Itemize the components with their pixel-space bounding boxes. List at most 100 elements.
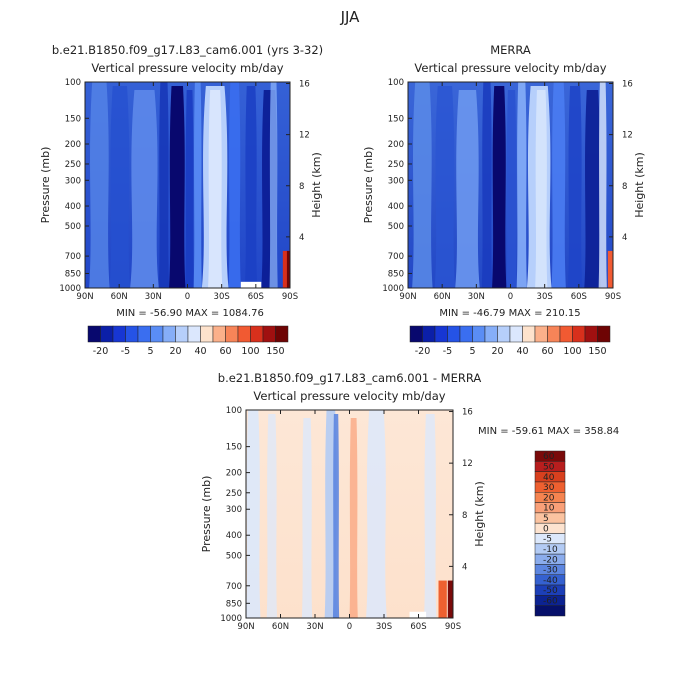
contour-field <box>408 82 613 288</box>
contour-band <box>434 86 456 288</box>
y-tick-label: 150 <box>388 114 404 124</box>
contour-field <box>85 82 290 288</box>
colorbar-swatch <box>237 325 251 343</box>
contour-band <box>193 82 202 288</box>
panel-title: b.e21.B1850.f09_g17.L83_cam6.001 - MERRA <box>218 371 482 385</box>
colorbar-swatch <box>584 325 598 343</box>
colorbar-label: 100 <box>241 346 259 357</box>
colorbar-swatch <box>275 325 289 343</box>
colorbar-swatch <box>547 325 561 343</box>
colorbar-swatch <box>200 325 214 343</box>
x-tick-label: 0 <box>347 622 352 632</box>
colorbar-label: 40 <box>194 346 206 357</box>
y-tick-label: 250 <box>226 489 242 499</box>
missing-data-patch <box>409 611 427 618</box>
colorbar-label: 50 <box>543 462 555 472</box>
panel-title: MERRA <box>490 43 531 57</box>
contour-band <box>455 90 480 288</box>
y2-axis-label: Height (km) <box>473 481 486 547</box>
y-tick-label: 400 <box>65 202 81 212</box>
y-tick-label: 200 <box>388 140 404 150</box>
colorbar-swatch <box>484 325 498 343</box>
y-tick-label: 300 <box>388 176 404 186</box>
colorbar-label: 5 <box>543 514 549 524</box>
y2-tick-label: 8 <box>299 182 304 192</box>
colorbar: -20 -5 5 20 40 60 100 150 <box>409 325 611 357</box>
y-axis-label: Pressure (mb) <box>362 147 375 224</box>
contour-band <box>269 82 278 288</box>
colorbar-swatch <box>187 325 201 343</box>
y2-tick-label: 16 <box>299 80 310 90</box>
colorbar-label: 5 <box>147 346 153 357</box>
y-tick-label: 300 <box>65 176 81 186</box>
y-tick-label: 850 <box>226 599 242 609</box>
x-tick-label: 30S <box>214 292 230 302</box>
contour-band <box>424 414 437 618</box>
colorbar-swatch <box>459 325 473 343</box>
contour-band <box>551 82 566 288</box>
colorbar-swatch <box>509 325 523 343</box>
y-tick-label: 700 <box>65 252 81 262</box>
min-max-stats: MIN = -46.79 MAX = 210.15 <box>439 308 580 319</box>
colorbar-swatch <box>225 325 239 343</box>
contour-band <box>109 86 131 288</box>
x-tick-label: 0 <box>185 292 190 302</box>
x-tick-label: 90N <box>76 292 93 302</box>
colorbar-swatch <box>212 325 226 343</box>
panel-model: b.e21.B1850.f09_g17.L83_cam6.001 (yrs 3-… <box>39 43 323 357</box>
colorbar-swatch <box>572 325 586 343</box>
y2-tick-label: 4 <box>462 562 467 572</box>
contour-band <box>516 82 527 288</box>
contour-band <box>332 414 340 618</box>
y2-tick-label: 16 <box>622 80 633 90</box>
y2-tick-label: 4 <box>299 233 304 243</box>
contour-band-hot <box>438 580 447 618</box>
colorbar-label: -5 <box>121 346 130 357</box>
colorbar-label: -40 <box>543 576 558 586</box>
contour-band <box>366 410 387 618</box>
contour-band <box>412 82 433 288</box>
colorbar-label: -5 <box>443 346 452 357</box>
colorbar-label: -30 <box>543 566 558 576</box>
colorbar-label: 150 <box>266 346 284 357</box>
y-tick-label: 150 <box>226 443 242 453</box>
x-tick-label: 60S <box>571 292 587 302</box>
colorbar-swatch <box>125 325 139 343</box>
y-tick-label: 100 <box>388 78 404 88</box>
x-tick-label: 30S <box>537 292 553 302</box>
colorbar-swatch <box>162 325 176 343</box>
y-tick-label: 700 <box>388 252 404 262</box>
colorbar-label: -20 <box>93 346 109 357</box>
colorbar-swatch <box>434 325 448 343</box>
colorbar-label: 40 <box>516 346 528 357</box>
y-tick-label: 150 <box>65 114 81 124</box>
y2-tick-label: 12 <box>299 131 310 141</box>
panel-merra: MERRA Vertical pressure velocity mb/day 90… <box>362 43 646 357</box>
colorbar-label: 150 <box>588 346 606 357</box>
x-tick-label: 90N <box>237 622 254 632</box>
y2-tick-label: 4 <box>622 233 627 243</box>
colorbar-swatch <box>534 325 548 343</box>
colorbar-label: 20 <box>543 493 555 503</box>
y-tick-label: 1000 <box>382 284 404 294</box>
colorbar-swatch <box>137 325 151 343</box>
y-tick-label: 500 <box>226 551 242 561</box>
y2-axis-label: Height (km) <box>633 152 646 218</box>
colorbar-swatch <box>262 325 276 343</box>
y-tick-label: 300 <box>226 505 242 515</box>
colorbar-swatch <box>534 512 566 524</box>
min-max-stats: MIN = -56.90 MAX = 1084.76 <box>116 308 264 319</box>
contour-band-hot <box>607 250 613 288</box>
x-tick-label: 30N <box>145 292 162 302</box>
y-tick-label: 250 <box>65 160 81 170</box>
y-tick-label: 1000 <box>220 614 242 624</box>
contour-band <box>301 418 313 618</box>
contour-band <box>185 90 194 288</box>
missing-data-patch <box>240 281 262 288</box>
contour-band <box>228 82 241 288</box>
contour-band <box>208 90 223 288</box>
colorbar-swatch <box>112 325 126 343</box>
contour-band <box>584 90 601 288</box>
contour-band <box>266 414 278 618</box>
